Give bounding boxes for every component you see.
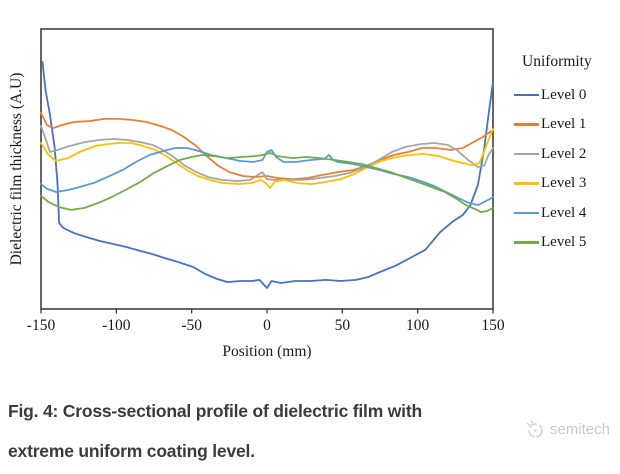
series-line-level-0: [41, 61, 494, 289]
x-tick-label: -100: [102, 317, 131, 334]
x-tick-label: 100: [406, 317, 430, 334]
legend-label: Level 5: [541, 234, 587, 250]
legend-label: Level 1: [541, 116, 587, 132]
legend-swatch: [514, 123, 539, 126]
series-line-level-1: [40, 112, 494, 181]
caption-line-1: Fig. 4: Cross-sectional profile of diele…: [8, 401, 422, 421]
legend-swatch: [514, 211, 539, 215]
watermark-text: semitech: [549, 421, 610, 438]
series-line-level-4: [40, 147, 494, 207]
legend-item-level-3: Level 3: [514, 175, 592, 193]
watermark: semitech: [524, 419, 610, 440]
legend-swatch: [514, 182, 539, 185]
series-line-level-2: [40, 125, 494, 182]
series-line-level-3: [40, 128, 494, 189]
x-axis-label: Position (mm): [222, 343, 312, 360]
semitech-logo-icon: [526, 420, 543, 438]
x-tick-label: 0: [263, 317, 271, 334]
legend-item-level-0: Level 0: [514, 86, 592, 104]
legend-swatch: [514, 93, 539, 97]
chart-area: -150 -100 -50 0 50 100 150 Dielectric film thi…: [8, 28, 592, 360]
legend-swatch: [514, 152, 539, 156]
legend-label: Level 3: [541, 175, 587, 191]
caption-line-2: extreme uniform coating level.: [8, 441, 255, 461]
legend-swatch: [514, 241, 539, 244]
legend-label: Level 4: [541, 204, 587, 221]
legend-label: Level 2: [541, 145, 587, 162]
x-tick-label: 150: [481, 317, 505, 334]
legend-label: Level 0: [541, 86, 587, 103]
plot-canvas: -150 -100 -50 0 50 100 150: [27, 28, 505, 334]
legend-items: Level 0 Level 1 Level 2 Level 3 Level 4 Level…: [514, 86, 592, 252]
y-axis-label: Dielectric film thickness (A.U): [8, 72, 25, 266]
figure-caption: Fig. 4: Cross-sectional profile of diele…: [0, 375, 620, 471]
legend-item-level-2: Level 2: [514, 145, 592, 163]
x-tick-label: -150: [27, 317, 56, 334]
plot-border: [40, 28, 494, 310]
x-tick-label: 50: [335, 317, 351, 334]
legend-title: Uniformity: [522, 53, 592, 70]
x-tick-label: -50: [181, 317, 202, 334]
legend-item-level-1: Level 1: [514, 116, 592, 134]
legend-item-level-5: Level 5: [514, 234, 592, 252]
legend-item-level-4: Level 4: [514, 204, 592, 222]
series-line-level-5: [40, 152, 494, 214]
